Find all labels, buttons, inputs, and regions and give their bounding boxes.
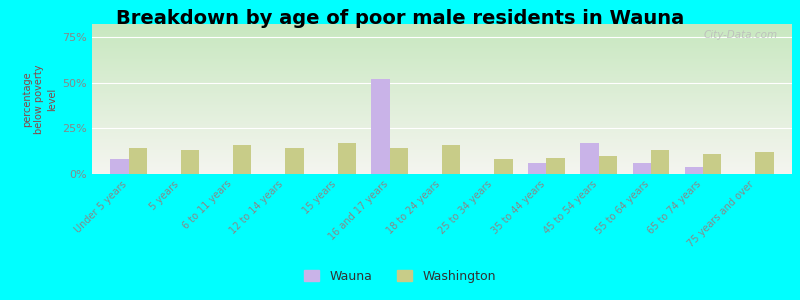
Bar [546, 158, 565, 174]
Bar [129, 148, 147, 174]
Text: Breakdown by age of poor male residents in Wauna: Breakdown by age of poor male residents … [116, 9, 684, 28]
Bar [703, 154, 722, 174]
Bar [181, 150, 199, 174]
Bar [581, 143, 598, 174]
Bar [651, 150, 670, 174]
Bar [528, 163, 546, 174]
Text: City-Data.com: City-Data.com [704, 30, 778, 40]
Bar [755, 152, 774, 174]
Y-axis label: percentage
below poverty
level: percentage below poverty level [22, 64, 57, 134]
Bar [371, 79, 390, 174]
Bar [233, 145, 251, 174]
Bar [390, 148, 408, 174]
Bar [442, 145, 460, 174]
Legend: Wauna, Washington: Wauna, Washington [299, 265, 501, 288]
Bar [494, 159, 513, 174]
Bar [338, 143, 356, 174]
Bar [685, 167, 703, 174]
Bar [598, 156, 617, 174]
Bar [633, 163, 651, 174]
Bar [286, 148, 303, 174]
Bar [110, 159, 129, 174]
